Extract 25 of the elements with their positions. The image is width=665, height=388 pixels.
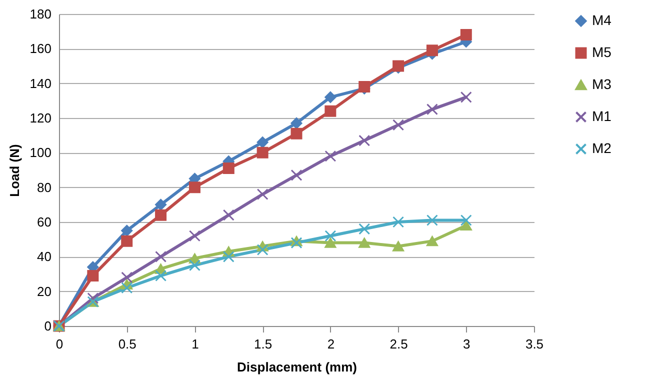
y-tick-label: 180: [30, 6, 52, 22]
x-tick-label: 3: [463, 336, 470, 352]
legend-label: M1: [592, 108, 612, 124]
y-tick-label: 140: [30, 76, 52, 91]
y-tick-label: 80: [37, 180, 52, 195]
legend-label: M4: [592, 12, 612, 28]
x-tick-label: 2: [327, 336, 335, 352]
legend-label: M2: [592, 140, 612, 156]
x-tick-label: 1.5: [254, 336, 272, 352]
y-tick-label: 0: [44, 318, 52, 334]
x-tick-label: 1: [192, 336, 199, 352]
y-tick-label: 40: [37, 249, 52, 264]
y-tick-label: 20: [37, 284, 52, 299]
x-tick-label: 0.5: [118, 336, 136, 352]
legend-label: M3: [592, 76, 612, 92]
x-tick-label: 0: [56, 336, 64, 352]
x-tick-label: 3.5: [525, 336, 544, 352]
legend-label: M5: [592, 44, 612, 60]
y-tick-label: 120: [30, 110, 52, 126]
x-axis-title: Displacement (mm): [237, 360, 357, 374]
y-tick-label: 60: [37, 214, 52, 230]
y-tick-label: 160: [30, 41, 52, 56]
y-tick-label: 100: [30, 145, 52, 160]
y-axis-title: Load (N): [6, 144, 22, 197]
x-tick-label: 2.5: [390, 336, 408, 352]
